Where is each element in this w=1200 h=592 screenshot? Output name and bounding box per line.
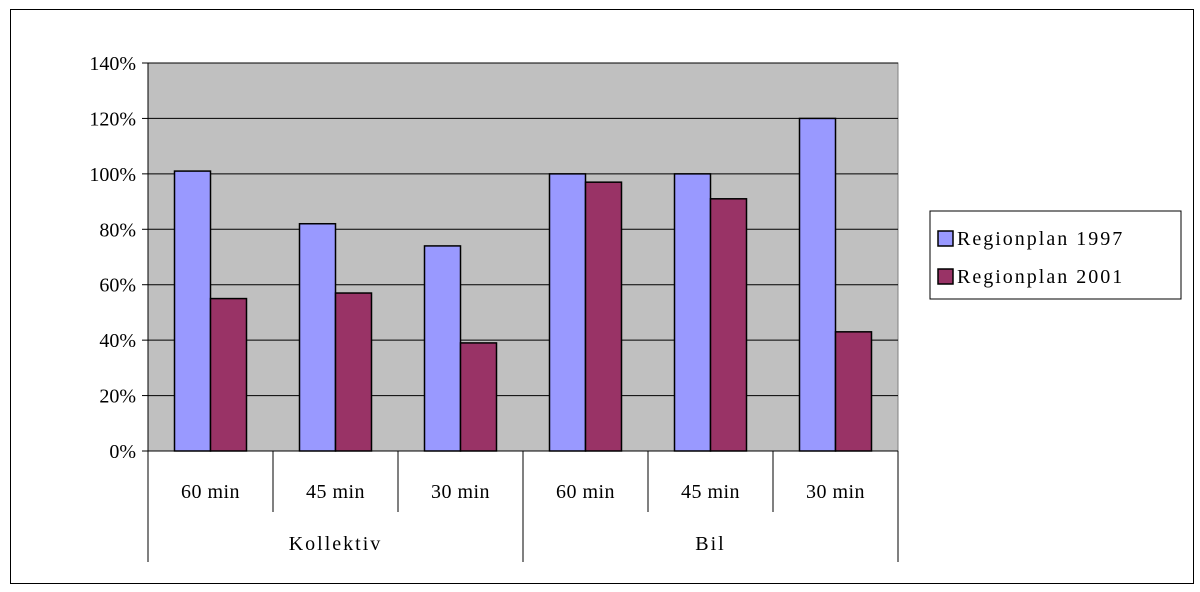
y-tick-label: 100% xyxy=(89,164,136,186)
bar xyxy=(423,245,462,452)
plot-area xyxy=(147,62,899,452)
x-tick-label: 45 min xyxy=(306,481,365,503)
legend-label: Regionplan 1997 xyxy=(957,228,1124,250)
group-label: Bil xyxy=(695,533,725,555)
y-tick-label: 40% xyxy=(99,330,136,352)
bar xyxy=(173,170,212,452)
legend xyxy=(929,210,1182,300)
bar xyxy=(798,117,837,452)
bar xyxy=(298,222,337,452)
bar xyxy=(334,292,373,452)
y-tick-label: 0% xyxy=(109,441,136,463)
legend-swatch xyxy=(937,230,954,247)
group-label: Kollektiv xyxy=(289,533,383,555)
bar xyxy=(834,331,873,452)
bar xyxy=(459,342,498,452)
x-tick-label: 30 min xyxy=(806,481,865,503)
y-tick-label: 140% xyxy=(89,53,136,75)
bar xyxy=(584,181,623,452)
y-tick-label: 20% xyxy=(99,386,136,408)
x-tick-label: 60 min xyxy=(181,481,240,503)
y-tick-label: 120% xyxy=(89,108,136,130)
legend-swatch xyxy=(937,268,954,285)
y-tick-label: 80% xyxy=(99,219,136,241)
x-tick-label: 30 min xyxy=(431,481,490,503)
bar xyxy=(673,173,712,452)
x-tick-label: 45 min xyxy=(681,481,740,503)
bar xyxy=(548,173,587,452)
bar xyxy=(709,198,748,452)
bar xyxy=(209,297,248,452)
y-tick-label: 60% xyxy=(99,275,136,297)
legend-label: Regionplan 2001 xyxy=(957,266,1124,288)
x-tick-label: 60 min xyxy=(556,481,615,503)
